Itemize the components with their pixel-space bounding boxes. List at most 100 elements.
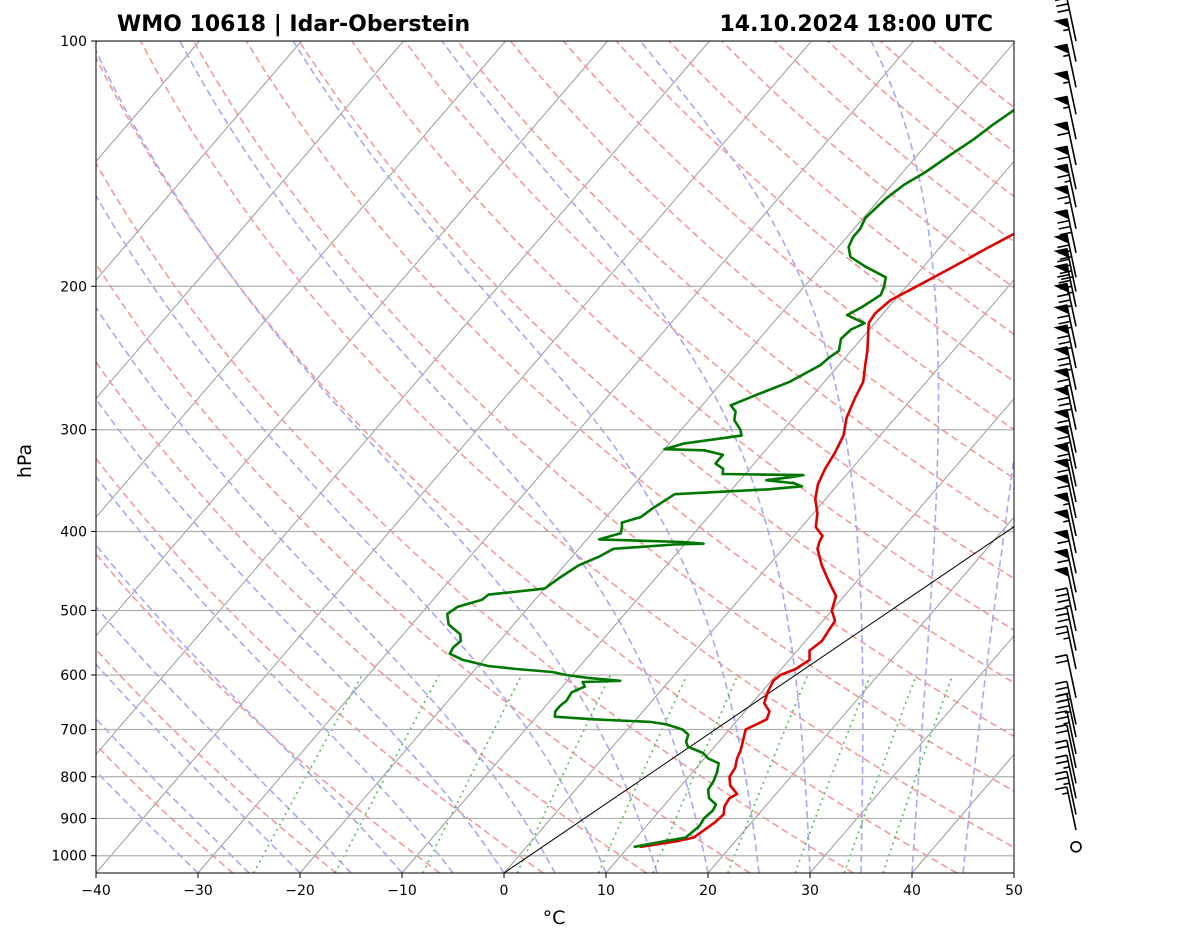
- moist-adiabat-line: [96, 49, 658, 873]
- barb-flag: [1053, 145, 1070, 156]
- x-tick-label: −10: [387, 883, 417, 899]
- barb-flag: [1053, 548, 1070, 559]
- y-tick-label: 100: [60, 34, 87, 50]
- wind-barb: [1053, 492, 1077, 537]
- dry-adiabat-line: [721, 41, 1014, 289]
- wind-barb: [1054, 606, 1077, 651]
- isotherm-line: [503, 279, 1014, 873]
- barb-shaft: [1066, 710, 1077, 755]
- barb-full: [1058, 279, 1071, 284]
- moist-adiabat-line: [96, 543, 403, 873]
- barb-full: [1056, 776, 1069, 781]
- barb-flag: [1053, 43, 1070, 54]
- barb-half: [1064, 425, 1071, 429]
- background-lines: [96, 41, 1014, 873]
- barb-full: [1057, 334, 1070, 340]
- y-tick-label: 1000: [51, 849, 87, 865]
- barb-shaft: [1066, 654, 1077, 698]
- barb-flag: [1053, 408, 1070, 420]
- moist-adiabat-line: [96, 769, 199, 873]
- mixing-ratio-line: [422, 674, 523, 873]
- barb-full: [1057, 293, 1070, 298]
- barb-full: [1054, 754, 1068, 759]
- y-tick-label: 800: [60, 770, 87, 786]
- moist-adiabat-line: [96, 663, 301, 873]
- barb-half: [1064, 180, 1071, 183]
- barb-half: [1063, 519, 1070, 523]
- wind-barb: [1053, 304, 1077, 348]
- barb-shaft: [1066, 693, 1077, 738]
- barb-full: [1056, 760, 1069, 765]
- barb-shaft: [1066, 587, 1077, 632]
- barb-flag: [1053, 209, 1070, 220]
- wind-barb: [1053, 95, 1077, 140]
- pressure-grid-lines: [96, 41, 1014, 857]
- barb-full: [1057, 704, 1070, 710]
- barb-half: [1066, 291, 1074, 295]
- barb-shaft: [1066, 771, 1077, 815]
- barb-shaft: [1066, 740, 1077, 784]
- dry-adiabat-line: [351, 41, 1014, 632]
- barb-flag: [1053, 566, 1070, 578]
- barb-full: [1058, 402, 1071, 407]
- barb-full: [1057, 599, 1070, 604]
- barb-full: [1057, 273, 1070, 278]
- barb-full: [1057, 559, 1070, 564]
- wind-barb: [1053, 185, 1077, 229]
- barb-flag: [1053, 163, 1070, 174]
- barb-shaft: [1066, 786, 1077, 831]
- wind-barb: [1054, 625, 1077, 670]
- wind-barb: [1054, 654, 1077, 698]
- wind-barb: [1053, 43, 1077, 88]
- isotherm-line: [96, 41, 812, 873]
- barb-half: [1062, 792, 1069, 795]
- wind-barb: [1053, 509, 1077, 554]
- chart-title-datetime: 14.10.2024 18:00 UTC: [719, 12, 993, 37]
- barb-full: [1059, 231, 1072, 236]
- barb-full: [1054, 786, 1068, 791]
- barb-flag: [1053, 442, 1070, 453]
- x-tick-label: −30: [183, 883, 213, 899]
- y-tick-label: 400: [60, 525, 87, 541]
- x-tick-label: 0: [500, 883, 509, 899]
- barb-half: [1063, 782, 1070, 786]
- barb-full: [1056, 686, 1069, 691]
- x-axis-ticks: −40 −30 −20 −10 0 10 20 30 40 50: [81, 873, 1023, 899]
- chart-title-station: WMO 10618 | Idar-Oberstein: [117, 12, 470, 37]
- sounding-profiles: [446, 108, 1014, 873]
- barb-full: [1054, 680, 1068, 685]
- moist-adiabat-lines: [96, 41, 1014, 873]
- barb-full: [1058, 698, 1071, 703]
- temperature-line: [639, 232, 1014, 849]
- dry-adiabat-line: [774, 41, 1014, 243]
- barb-full: [1058, 340, 1071, 345]
- barb-half: [1063, 721, 1070, 725]
- barb-flag: [1053, 324, 1070, 335]
- reference-isotherm-line: [503, 526, 1014, 873]
- isotherm-line: [96, 41, 710, 756]
- barb-full: [1057, 258, 1070, 263]
- dewpoint-line: [446, 108, 1014, 849]
- wind-barb: [1054, 710, 1077, 755]
- moist-adiabat-line: [639, 41, 864, 873]
- moist-adiabat-line: [441, 41, 811, 873]
- barb-flag: [1053, 304, 1070, 315]
- barb-full: [1054, 606, 1068, 611]
- barb-full: [1057, 244, 1070, 249]
- wind-barb: [1053, 233, 1077, 278]
- wind-barb: [1054, 754, 1077, 799]
- isotherm-line: [707, 516, 1014, 873]
- barb-flag: [1053, 121, 1070, 132]
- dry-adiabat-line: [509, 41, 1014, 480]
- barb-full: [1057, 8, 1070, 13]
- barb-flag: [1053, 386, 1070, 397]
- barb-full: [1059, 368, 1072, 373]
- dry-adiabat-line: [404, 41, 1014, 580]
- wind-barb: [1053, 209, 1077, 254]
- barb-full: [1054, 724, 1068, 729]
- wind-barb: [1053, 458, 1077, 503]
- moist-adiabat-line: [292, 41, 760, 873]
- wind-barb: [1053, 529, 1077, 574]
- moist-adiabat-line: [870, 41, 940, 873]
- barb-half: [1065, 408, 1072, 412]
